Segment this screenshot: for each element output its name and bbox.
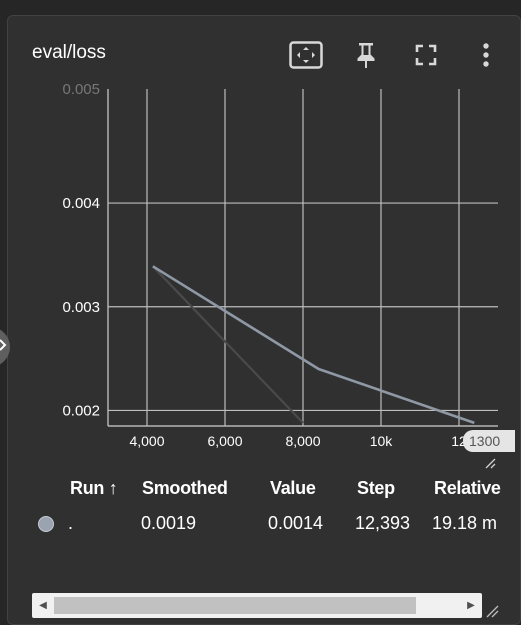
header-relative[interactable]: Relative bbox=[434, 478, 501, 499]
y-tick-label: 0.002 bbox=[62, 402, 100, 419]
header-step[interactable]: Step bbox=[357, 478, 395, 499]
smoothed-series-line bbox=[153, 266, 474, 423]
scalar-card: eval/loss bbox=[7, 15, 521, 625]
header-value[interactable]: Value bbox=[270, 478, 316, 499]
card-resize-icon[interactable] bbox=[486, 605, 499, 623]
scroll-right-arrow-icon[interactable]: ▶ bbox=[463, 593, 479, 618]
step-value: 12,393 bbox=[355, 513, 410, 534]
x-tick-label: 8,000 bbox=[285, 433, 320, 449]
run-name: . bbox=[68, 513, 73, 534]
table-horizontal-scrollbar[interactable]: ◀ ▶ bbox=[32, 593, 482, 618]
chart-resize-icon[interactable] bbox=[484, 456, 496, 474]
chart-area[interactable]: 0.002 0.003 0.004 0.005 4,000 6,000 8,000 10k 12 bbox=[8, 16, 521, 466]
run-color-swatch bbox=[38, 516, 54, 532]
scroll-left-arrow-icon[interactable]: ◀ bbox=[35, 593, 51, 618]
hover-step-badge: 1300 bbox=[463, 430, 515, 452]
y-tick-label: 0.004 bbox=[62, 195, 100, 212]
header-smoothed[interactable]: Smoothed bbox=[142, 478, 228, 499]
x-tick-label: 10k bbox=[370, 433, 394, 449]
relative-time: 19.18 m bbox=[432, 513, 497, 534]
x-tick-label: 4,000 bbox=[129, 433, 164, 449]
scrollbar-thumb[interactable] bbox=[54, 597, 416, 614]
x-tick-label: 6,000 bbox=[207, 433, 242, 449]
header-run[interactable]: Run ↑ bbox=[70, 478, 118, 499]
y-tick-label-clipped: 0.005 bbox=[62, 81, 100, 98]
y-tick-label: 0.003 bbox=[62, 299, 100, 316]
smoothed-value: 0.0019 bbox=[141, 513, 196, 534]
raw-value: 0.0014 bbox=[268, 513, 323, 534]
chevron-right-icon bbox=[0, 338, 7, 356]
